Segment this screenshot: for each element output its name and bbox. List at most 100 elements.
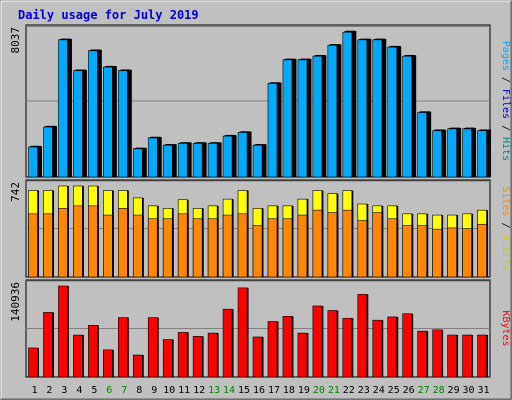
bar-top-pages-20 xyxy=(312,55,323,178)
bar-middle-sites-29 xyxy=(447,227,457,278)
bar-bottom-kbytes-24 xyxy=(372,319,383,378)
x-tick-label-19: 19 xyxy=(298,385,310,396)
bar-bottom-kbytes-5 xyxy=(88,325,98,378)
bar-bottom-kbytes-13 xyxy=(207,332,218,378)
bar-bottom-kbytes-6 xyxy=(103,349,113,378)
bar-bottom-kbytes-3 xyxy=(58,285,68,378)
x-tick-label-4: 4 xyxy=(76,385,82,396)
x-tick-label-26: 26 xyxy=(403,385,415,396)
bar-top-pages-11 xyxy=(177,143,188,178)
bar-bottom-kbytes-7 xyxy=(118,317,128,378)
legend-part-top-1: / xyxy=(500,71,511,89)
bar-middle-sites-3 xyxy=(58,208,68,278)
x-tick-label-8: 8 xyxy=(136,385,142,396)
bar-bottom-kbytes-4 xyxy=(73,334,83,378)
bar-bottom-kbytes-9 xyxy=(147,317,158,378)
bar-middle-sites-4 xyxy=(73,205,83,278)
x-tick-label-3: 3 xyxy=(61,385,67,396)
legend-part-top-4: Hits xyxy=(500,137,511,161)
x-tick-label-18: 18 xyxy=(283,385,295,396)
bar-top-pages-8 xyxy=(132,148,143,178)
x-tick-label-2: 2 xyxy=(46,385,52,396)
bar-middle-sites-11 xyxy=(177,213,188,278)
x-tick-label-17: 17 xyxy=(268,385,280,396)
x-tick-label-29: 29 xyxy=(448,385,460,396)
x-tick-label-21: 21 xyxy=(328,385,340,396)
bar-middle-sites-7 xyxy=(118,208,128,278)
legend-part-middle-1: / xyxy=(500,216,511,234)
x-tick-label-11: 11 xyxy=(178,385,190,396)
bar-top-pages-25 xyxy=(387,46,398,178)
x-tick-label-27: 27 xyxy=(418,385,430,396)
bar-middle-sites-28 xyxy=(432,228,442,278)
bar-middle-sites-2 xyxy=(43,213,53,278)
bar-top-pages-28 xyxy=(432,130,442,178)
bar-bottom-kbytes-17 xyxy=(267,321,278,378)
x-tick-label-1: 1 xyxy=(31,385,37,396)
bar-top-pages-30 xyxy=(462,128,472,178)
legend-part-middle-0: Sites xyxy=(500,186,511,216)
bar-bottom-kbytes-14 xyxy=(222,308,233,378)
bar-middle-sites-19 xyxy=(297,214,308,278)
series-legend-middle: Sites / Visits xyxy=(500,186,511,270)
bar-bottom-kbytes-26 xyxy=(402,313,412,378)
bar-top-pages-27 xyxy=(417,112,427,178)
bar-top-pages-10 xyxy=(162,144,173,178)
bar-middle-sites-30 xyxy=(462,228,472,278)
bar-middle-sites-27 xyxy=(417,225,427,278)
bar-middle-sites-22 xyxy=(342,209,353,278)
x-tick-label-12: 12 xyxy=(193,385,205,396)
bar-top-pages-16 xyxy=(252,144,263,178)
bar-middle-sites-14 xyxy=(222,214,233,278)
bar-bottom-kbytes-21 xyxy=(327,310,338,378)
y-max-label-bottom: 140936 xyxy=(9,282,22,322)
bar-top-pages-13 xyxy=(207,143,218,178)
series-legend-bottom: KBytes xyxy=(500,310,511,346)
bar-middle-sites-31 xyxy=(477,223,487,278)
bar-bottom-kbytes-11 xyxy=(177,332,188,378)
bar-bottom-kbytes-29 xyxy=(447,334,457,378)
bar-bottom-kbytes-18 xyxy=(282,316,293,378)
x-tick-label-15: 15 xyxy=(238,385,250,396)
legend-part-top-0: Pages xyxy=(500,41,511,71)
bar-top-pages-15 xyxy=(237,132,248,178)
bar-middle-sites-13 xyxy=(207,218,218,278)
bar-top-pages-24 xyxy=(372,39,383,178)
bar-top-pages-6 xyxy=(103,66,113,178)
bar-middle-sites-15 xyxy=(237,213,248,278)
bar-top-pages-23 xyxy=(357,39,368,178)
legend-part-top-3: / xyxy=(500,119,511,137)
bar-middle-sites-24 xyxy=(372,212,383,278)
bar-top-pages-29 xyxy=(447,128,457,178)
x-tick-label-13: 13 xyxy=(208,385,220,396)
y-max-label-middle: 742 xyxy=(9,182,22,202)
x-tick-label-28: 28 xyxy=(433,385,445,396)
bar-bottom-kbytes-19 xyxy=(297,332,308,378)
bar-middle-sites-26 xyxy=(402,225,412,278)
series-legend-top: Pages / Files / Hits xyxy=(500,41,511,161)
x-tick-label-31: 31 xyxy=(477,385,489,396)
bar-middle-sites-16 xyxy=(252,225,263,278)
x-tick-label-25: 25 xyxy=(388,385,400,396)
bar-bottom-kbytes-1 xyxy=(28,347,38,378)
bar-middle-sites-5 xyxy=(88,205,98,278)
bar-top-pages-18 xyxy=(282,59,293,178)
bar-bottom-kbytes-15 xyxy=(237,287,248,378)
bar-middle-sites-8 xyxy=(132,214,143,278)
bar-middle-sites-20 xyxy=(312,209,323,278)
x-tick-label-24: 24 xyxy=(373,385,385,396)
bar-middle-sites-23 xyxy=(357,220,368,278)
bar-top-pages-5 xyxy=(88,50,98,178)
bar-bottom-kbytes-23 xyxy=(357,294,368,378)
bar-top-pages-1 xyxy=(28,146,38,178)
bar-top-pages-22 xyxy=(342,31,353,178)
bar-top-pages-2 xyxy=(43,126,53,178)
bar-bottom-kbytes-28 xyxy=(432,329,442,378)
x-tick-label-9: 9 xyxy=(151,385,157,396)
bar-bottom-kbytes-2 xyxy=(43,312,53,378)
bar-top-pages-26 xyxy=(402,55,412,178)
x-tick-label-20: 20 xyxy=(313,385,325,396)
x-tick-label-30: 30 xyxy=(463,385,475,396)
x-tick-label-7: 7 xyxy=(121,385,127,396)
